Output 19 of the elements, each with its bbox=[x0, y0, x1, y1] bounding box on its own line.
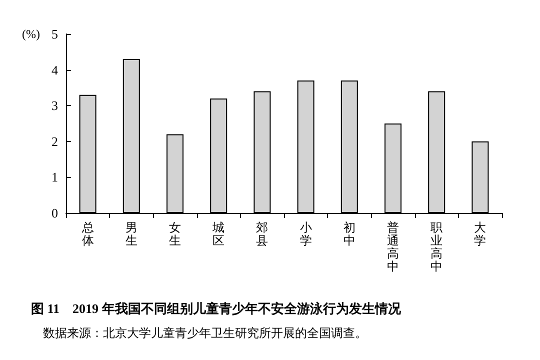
x-tick-label: 职业高中 bbox=[430, 220, 443, 274]
x-tick-label: 小学 bbox=[300, 220, 312, 248]
y-tick-label: 0 bbox=[52, 206, 58, 220]
x-tick-label: 初中 bbox=[343, 220, 356, 248]
x-tick-label: 郊县 bbox=[256, 220, 268, 248]
x-tick-label: 普通高中 bbox=[387, 220, 399, 274]
x-tick-label: 大学 bbox=[474, 220, 486, 248]
source-note: 数据来源：北京大学儿童青少年卫生研究所开展的全国调查。 bbox=[43, 326, 367, 340]
x-tick-label: 女生 bbox=[169, 220, 181, 248]
x-tick-label: 男生 bbox=[125, 220, 138, 248]
x-tick-label: 城区 bbox=[212, 220, 225, 248]
y-tick-label: 2 bbox=[52, 134, 58, 149]
y-tick-label: 4 bbox=[52, 62, 58, 78]
y-tick-label: 5 bbox=[52, 26, 58, 42]
x-tick-label: 总体 bbox=[80, 220, 94, 248]
y-axis-title: (%) bbox=[22, 27, 40, 41]
y-tick-label: 1 bbox=[52, 170, 58, 185]
text: 图 11 2019 年我国不同组别儿童青少年不安全游泳行为发生情况 bbox=[31, 301, 402, 316]
y-tick-label: 3 bbox=[52, 98, 58, 114]
